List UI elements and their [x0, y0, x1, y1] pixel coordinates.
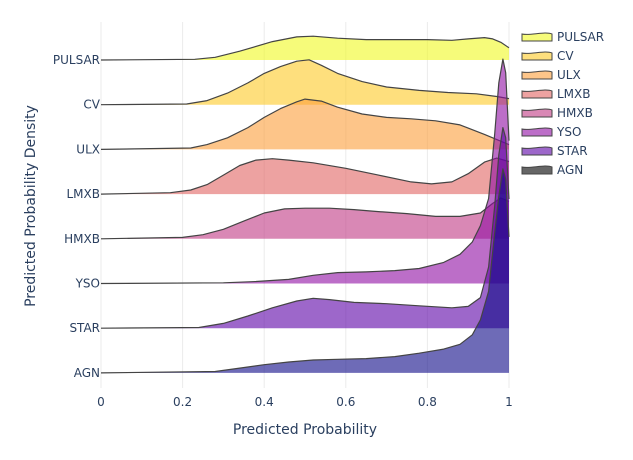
legend-swatch-agn — [521, 165, 553, 175]
ridge-area-ulx — [101, 99, 509, 150]
ridge-outline-ulx — [100, 98, 510, 150]
legend-item-hmxb[interactable]: HMXB — [521, 106, 593, 120]
y-tick-label-star: STAR — [69, 321, 100, 335]
y-tick-label-yso: YSO — [75, 277, 100, 291]
ridge-area-agn — [101, 168, 509, 373]
x-tick-label-1: 0.2 — [173, 395, 192, 409]
x-tick-label-4: 0.8 — [418, 395, 437, 409]
legend-label-pulsar: PULSAR — [557, 30, 604, 44]
ridge-star — [100, 127, 510, 329]
y-axis-category-labels: PULSAR CV ULX LMXB HMXB YSO STAR AGN — [53, 53, 101, 380]
y-tick-label-agn: AGN — [74, 366, 100, 380]
ridgeline-plot-area — [100, 35, 510, 374]
y-axis-title: Predicted Probability Density — [23, 105, 39, 307]
legend-label-cv: CV — [557, 49, 574, 63]
ridge-yso — [100, 58, 510, 285]
y-tick-label-cv: CV — [83, 98, 100, 112]
legend-item-agn[interactable]: AGN — [521, 163, 583, 177]
ridge-area-pulsar — [101, 36, 509, 60]
ridge-outline-lmxb — [100, 157, 510, 195]
ridge-lmxb — [100, 157, 510, 195]
legend-item-yso[interactable]: YSO — [521, 125, 581, 139]
x-tick-label-2: 0.4 — [255, 395, 274, 409]
legend-item-ulx[interactable]: ULX — [521, 68, 581, 82]
ridge-outline-star — [100, 127, 510, 329]
y-tick-label-pulsar: PULSAR — [53, 53, 100, 67]
legend-item-pulsar[interactable]: PULSAR — [521, 30, 604, 44]
ridge-area-cv — [101, 59, 509, 105]
ridge-outline-pulsar — [100, 35, 510, 61]
ridge-outline-cv — [100, 59, 510, 106]
legend-label-agn: AGN — [557, 163, 583, 177]
x-tick-label-3: 0.6 — [336, 395, 355, 409]
legend-item-lmxb[interactable]: LMXB — [521, 87, 591, 101]
ridge-pulsar — [100, 35, 510, 61]
legend-label-ulx: ULX — [557, 68, 581, 82]
legend: PULSAR CV ULX LMXB HMXB YSO STAR AGN — [521, 30, 604, 177]
ridge-outline-agn — [100, 168, 510, 374]
y-tick-label-hmxb: HMXB — [64, 232, 100, 246]
legend-label-star: STAR — [557, 144, 588, 158]
legend-swatch-hmxb — [521, 108, 553, 118]
legend-swatch-lmxb — [521, 89, 553, 99]
legend-item-cv[interactable]: CV — [521, 49, 574, 63]
ridge-agn — [100, 168, 510, 374]
x-tick-label-0: 0 — [97, 395, 105, 409]
ridge-area-yso — [101, 59, 509, 284]
legend-swatch-ulx — [521, 70, 553, 80]
ridge-area-lmxb — [101, 158, 509, 195]
ridge-area-star — [101, 127, 509, 329]
legend-label-yso: YSO — [556, 125, 581, 139]
legend-swatch-star — [521, 146, 553, 156]
x-axis-title: Predicted Probability — [233, 422, 377, 438]
ridge-outline-yso — [100, 58, 510, 285]
x-axis-tick-labels: 0 0.2 0.4 0.6 0.8 1 — [97, 395, 513, 409]
ridge-outline-hmxb — [100, 197, 510, 240]
legend-swatch-cv — [521, 51, 553, 61]
y-tick-label-lmxb: LMXB — [67, 187, 101, 201]
ridge-ulx — [100, 98, 510, 150]
legend-swatch-pulsar — [521, 32, 553, 42]
legend-label-lmxb: LMXB — [557, 87, 591, 101]
legend-label-hmxb: HMXB — [557, 106, 593, 120]
ridge-hmxb — [100, 197, 510, 240]
ridge-cv — [100, 59, 510, 106]
ridge-area-hmxb — [101, 198, 509, 239]
legend-item-star[interactable]: STAR — [521, 144, 588, 158]
legend-swatch-yso — [521, 127, 553, 137]
y-tick-label-ulx: ULX — [76, 142, 100, 156]
x-tick-label-5: 1 — [505, 395, 513, 409]
